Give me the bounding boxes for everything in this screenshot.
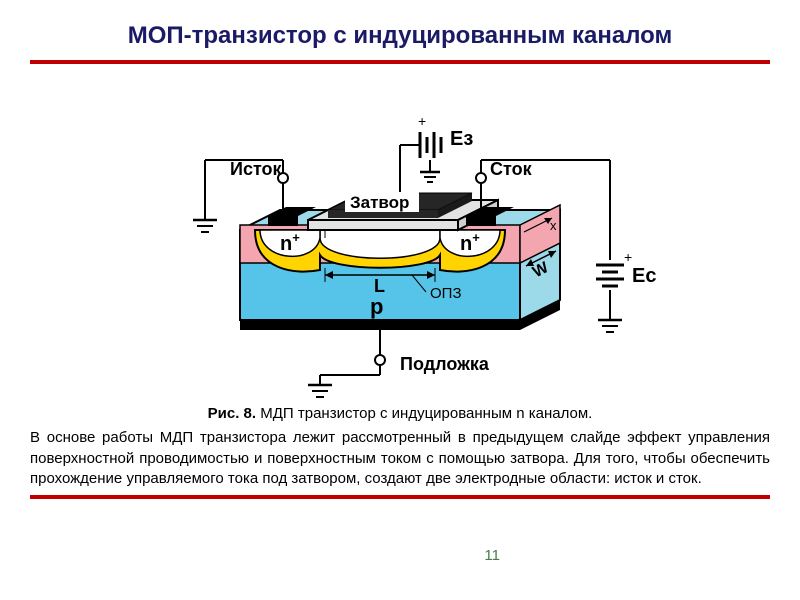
caption-body: В основе работы МДП транзистора лежит ра… — [30, 428, 770, 489]
insulator-front — [308, 220, 458, 230]
figure-title: МДП транзистор с индуцированным n канало… — [260, 405, 592, 422]
bottom-plate — [240, 320, 520, 330]
page-title: МОП-транзистор с индуцированным каналом — [30, 22, 770, 50]
plus-eg: + — [418, 113, 426, 129]
source-contact — [268, 216, 298, 226]
label-Ec: Ес — [632, 265, 656, 287]
diagram-container: n+ n+ 0 — [30, 70, 770, 400]
divider-bottom — [30, 495, 770, 499]
figure-caption-line: Рис. 8. МДП транзистор с индуцированным … — [30, 404, 770, 424]
drain-contact — [466, 216, 496, 226]
label-Eg: Ез — [450, 128, 473, 150]
caption: Рис. 8. МДП транзистор с индуцированным … — [30, 404, 770, 489]
divider-top — [30, 60, 770, 64]
mosfet-diagram: n+ n+ 0 — [120, 70, 680, 400]
label-substrate: Подложка — [400, 354, 490, 374]
page-number: 11 — [484, 547, 500, 564]
plus-ec: + — [624, 249, 632, 265]
label-gate2: Затвор — [350, 193, 409, 212]
terminal-drain — [476, 173, 486, 183]
label-L: L — [374, 276, 385, 296]
label-source: Исток — [230, 159, 283, 179]
label-drain: Сток — [490, 159, 533, 179]
label-opz: ОПЗ — [430, 285, 462, 302]
terminal-substrate — [375, 355, 385, 365]
label-p: p — [370, 294, 383, 319]
label-x: x — [550, 218, 557, 233]
figure-ref: Рис. 8. — [208, 405, 256, 422]
